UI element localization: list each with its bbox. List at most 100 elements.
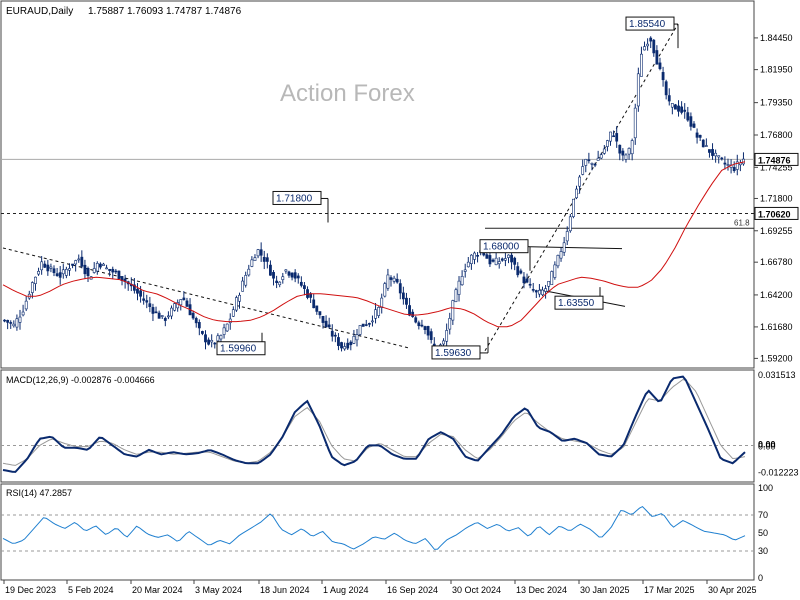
candle-body [497, 261, 501, 265]
candle-body [71, 263, 74, 266]
candle-body [361, 323, 365, 327]
candle-body [142, 298, 146, 301]
candle-body [575, 188, 578, 199]
candle-body [544, 288, 547, 292]
candle-body [318, 311, 322, 316]
candle-body [491, 259, 495, 262]
candle-body [9, 322, 13, 324]
candle-body [201, 331, 204, 334]
candle-body [633, 107, 637, 139]
candle-body [105, 267, 108, 270]
candle-body [83, 264, 87, 275]
annotation-label: 1.71800 [276, 193, 313, 204]
candle-body [194, 318, 198, 324]
candle-body [420, 324, 424, 327]
candle-body [293, 272, 297, 279]
candle-body [241, 280, 245, 292]
candle-body [652, 39, 656, 54]
candle-body [281, 276, 285, 280]
candle-body [151, 307, 155, 314]
candle-body [290, 272, 294, 278]
date-tick-label: 3 May 2024 [195, 585, 242, 595]
current-price-tag-box [754, 152, 799, 166]
candle-body [726, 164, 730, 166]
candle-body [238, 294, 241, 302]
candle-body [541, 289, 544, 296]
candle-body [411, 311, 415, 317]
date-tick-label: 5 Feb 2024 [68, 585, 114, 595]
candle-body [299, 281, 303, 286]
rsi-title: RSI(14) 47.2857 [6, 488, 72, 498]
candle-body [590, 162, 594, 165]
candle-body [723, 162, 727, 165]
candle-body [43, 263, 47, 268]
candle-body [173, 303, 176, 311]
candle-body [572, 198, 575, 217]
candle-body [692, 123, 696, 128]
candle-body [670, 103, 674, 108]
annotation-label: 1.59630 [435, 348, 472, 359]
ohlc-open: 1.75887 [88, 6, 125, 17]
price-tick-label: 1.69255 [760, 226, 793, 236]
candle-body [500, 258, 504, 261]
rsi-lines [1, 505, 754, 552]
candle-body [677, 105, 680, 112]
candle-body [321, 315, 325, 323]
date-tick-label: 16 Sep 2024 [387, 585, 438, 595]
candle-body [95, 263, 99, 272]
candle-body [265, 257, 269, 262]
candle-body [284, 269, 288, 272]
rsi-axis: 100 70 50 30 0 [758, 483, 773, 583]
rsi-tick-label: 50 [758, 528, 768, 538]
candle-body [618, 144, 622, 154]
candle-body [584, 159, 588, 166]
candle-body [163, 317, 167, 321]
candle-body [111, 268, 115, 273]
candle-body [377, 307, 381, 316]
candle-body [513, 257, 517, 265]
candle-body [15, 318, 19, 328]
candle-body [686, 112, 690, 121]
candle-body [386, 274, 390, 289]
annotation-box [431, 345, 481, 360]
date-tick-label: 20 Mar 2024 [132, 585, 183, 595]
candle-body [568, 216, 572, 232]
candle-body [176, 302, 180, 309]
price-tick-label: 1.84450 [760, 33, 793, 43]
candle-body [720, 157, 724, 160]
candle-body [711, 149, 714, 156]
candle-body [64, 268, 68, 276]
candle-body [108, 268, 112, 271]
candle-body [538, 289, 541, 295]
candle-body [210, 339, 214, 343]
annotation-box [625, 16, 675, 31]
candle-body [61, 269, 65, 275]
candle-body [664, 81, 668, 96]
candle-body [102, 263, 105, 266]
candle-body [213, 342, 217, 345]
watermark: Action Forex [280, 80, 415, 107]
candle-body [296, 275, 300, 279]
candle-body [272, 272, 275, 279]
candle-body [154, 311, 158, 314]
candle-body [392, 277, 396, 282]
candle-body [6, 319, 10, 323]
candle-body [52, 268, 56, 274]
candle-body [80, 256, 84, 267]
candle-body [40, 261, 44, 271]
candle-body [701, 139, 705, 148]
candle-body [448, 318, 452, 330]
annotation-box [272, 190, 322, 205]
candle-body [553, 264, 557, 278]
candle-body [34, 276, 37, 284]
candle-body [12, 323, 16, 327]
candle-body [191, 312, 195, 319]
candle-body [581, 166, 585, 175]
candle-body [132, 284, 136, 291]
candle-body [86, 268, 90, 276]
candle-body [312, 299, 316, 309]
annotation-label: 1.85540 [629, 19, 666, 30]
price-tick-label: 1.74255 [760, 162, 793, 172]
price-tick-label: 1.59200 [760, 353, 793, 363]
candle-body [167, 315, 170, 318]
